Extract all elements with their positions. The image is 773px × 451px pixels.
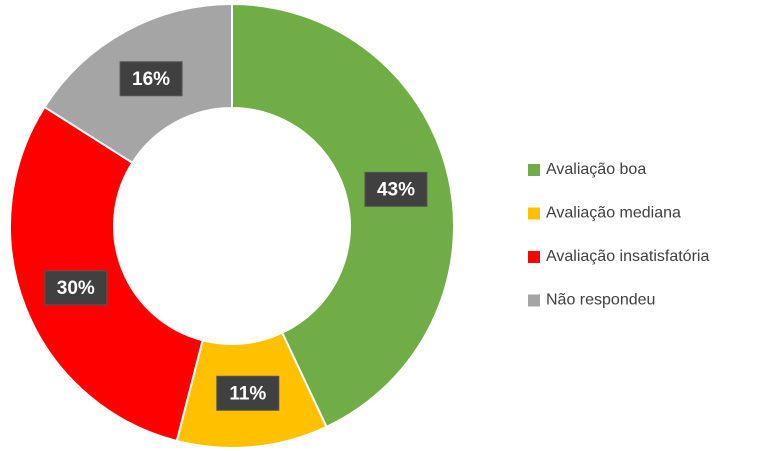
legend-swatch	[528, 207, 540, 220]
slice	[231, 2, 455, 429]
data-label: 11%	[229, 383, 266, 404]
legend-label: Avaliação boa	[546, 161, 646, 178]
legend-swatch	[528, 164, 540, 176]
data-label: 16%	[132, 69, 170, 90]
label-box	[44, 270, 108, 306]
data-label: 43%	[377, 179, 415, 200]
legend-swatch	[528, 251, 540, 263]
legend-label: Não respondeu	[546, 292, 655, 309]
legend-label: Avaliação mediana	[546, 205, 681, 222]
label-box	[216, 375, 280, 411]
legend-label: Avaliação insatisfatória	[546, 248, 709, 265]
data-label: 30%	[57, 278, 95, 299]
legend-swatch	[528, 294, 540, 307]
label-box	[119, 61, 183, 97]
label-box	[364, 171, 428, 207]
